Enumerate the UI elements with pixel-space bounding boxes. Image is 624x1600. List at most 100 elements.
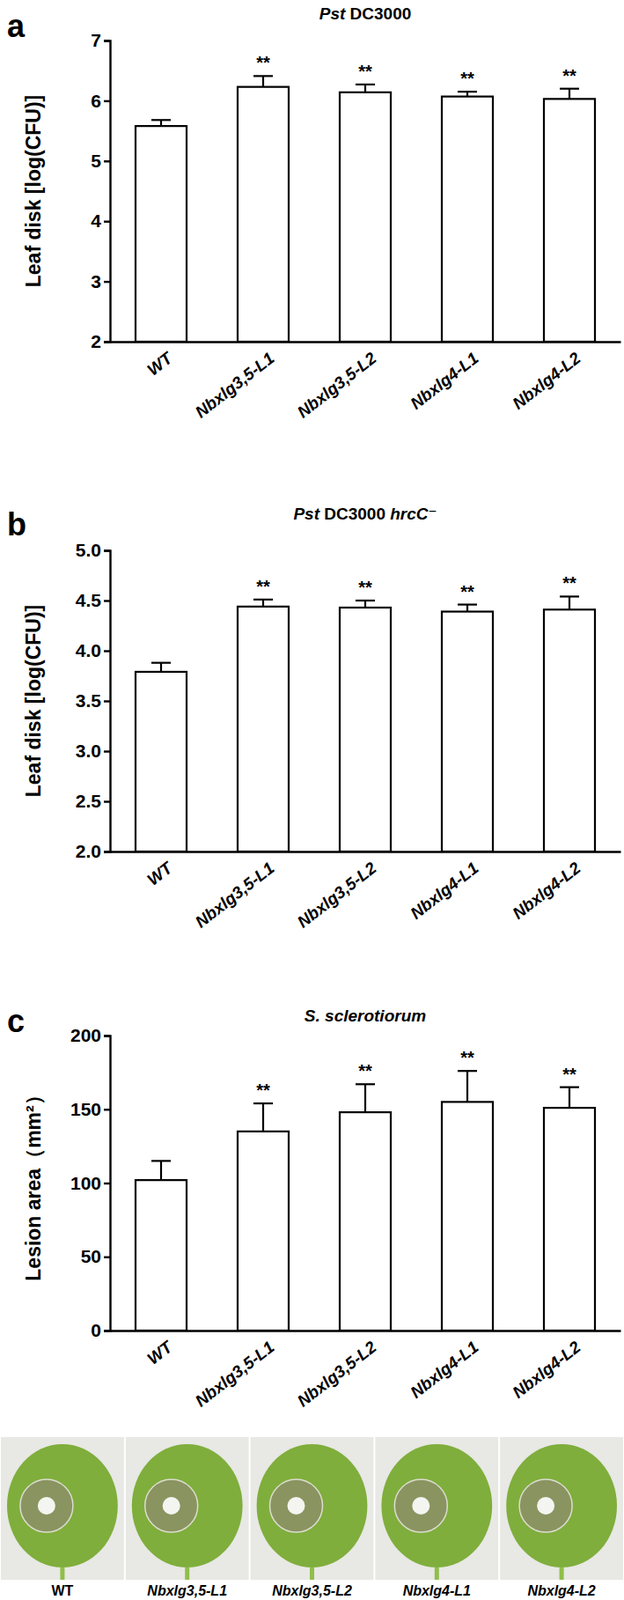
chart-title: Pst DC3000 hrcC⁻: [293, 504, 437, 523]
x-tick-label: Nbxlg3,5-L1: [191, 348, 279, 422]
photo-background: [499, 1436, 624, 1579]
y-tick-label: 5.0: [75, 539, 102, 560]
error-bar-stem: [262, 599, 265, 607]
error-bar-stem: [364, 84, 367, 93]
lesion: [394, 1478, 448, 1532]
bar: [339, 92, 391, 342]
error-bar-stem: [262, 1102, 265, 1131]
y-tick-mark: [103, 1255, 111, 1258]
photo-background: [125, 1436, 250, 1579]
x-tick: Nbxlg4-L2: [508, 341, 585, 413]
y-tick-label: 2.5: [75, 790, 103, 811]
error-bar-cap: [457, 90, 478, 93]
photo-background: [0, 1436, 125, 1579]
y-tick-mark: [103, 549, 111, 551]
y-axis: 234567: [90, 29, 111, 352]
x-axis-line: [110, 340, 622, 343]
x-tick: Nbxlg3,5-L2: [293, 1329, 381, 1410]
y-tick: 2.0: [75, 840, 111, 861]
bar: [135, 671, 187, 852]
y-axis-title: Lesion area（mm²）: [22, 1084, 45, 1280]
plot-area: [135, 75, 595, 342]
leaf-photo: [499, 1436, 624, 1579]
error-bar-cap: [559, 88, 580, 90]
lesion: [20, 1478, 74, 1532]
photo-label: Nbxlg4-L2: [527, 1582, 595, 1598]
y-tick-mark: [103, 100, 111, 103]
significance-label: **: [358, 577, 373, 597]
y-axis-line: [103, 41, 111, 343]
y-tick-label: 0: [90, 1319, 102, 1340]
x-tick-label: WT: [143, 1336, 177, 1368]
error-bar: [559, 88, 580, 100]
error-bar: [253, 599, 273, 607]
y-tick: 5.0: [75, 539, 111, 560]
y-tick-mark: [103, 280, 111, 283]
leaf: [506, 1443, 617, 1567]
error-bar-cap: [559, 594, 580, 597]
x-tick: Nbxlg4-L2: [508, 851, 585, 923]
y-tick: 0: [90, 1319, 111, 1340]
y-tick: 7: [90, 29, 111, 51]
y-tick-mark: [103, 160, 111, 162]
y-tick-label: 4.5: [75, 589, 103, 610]
error-bar-cap: [355, 1082, 375, 1085]
error-bar-cap: [253, 1101, 273, 1104]
significance-label: **: [358, 61, 373, 81]
error-bar-stem: [160, 662, 162, 672]
significance-label: **: [256, 1079, 271, 1100]
y-tick: 3: [90, 271, 111, 292]
error-bar: [355, 1083, 375, 1112]
y-tick-mark: [103, 1108, 111, 1110]
bar: [135, 1179, 187, 1330]
y-tick-label: 100: [70, 1172, 102, 1193]
error-bar-stem: [262, 75, 265, 87]
x-tick-label: Nbxlg3,5-L1: [191, 1336, 279, 1410]
bar: [135, 125, 187, 342]
y-tick: 4.5: [75, 589, 111, 610]
y-axis-title: Leaf disk [log(CFU)]: [22, 95, 45, 288]
significance-label: **: [358, 1060, 373, 1080]
y-axis: 050100150200: [70, 1024, 111, 1340]
y-tick: 3.5: [75, 690, 111, 711]
error-bar-cap: [253, 598, 273, 601]
x-axis: WTNbxlg3,5-L1Nbxlg3,5-L2Nbxlg4-L1Nbxlg4-…: [110, 1329, 622, 1410]
error-bar-stem: [568, 595, 571, 610]
x-tick-label: Nbxlg4-L1: [406, 348, 482, 413]
x-tick-label: Nbxlg4-L1: [406, 1336, 482, 1402]
y-tick-label: 7: [90, 29, 102, 51]
error-bar-stem: [568, 88, 571, 100]
y-tick: 2.5: [75, 790, 111, 811]
bar: [543, 609, 595, 852]
figure: aPst DC3000********234567WTNbxlg3,5-L1Nb…: [0, 0, 624, 1600]
error-bar: [253, 75, 273, 87]
x-tick: Nbxlg4-L1: [406, 341, 482, 413]
y-tick: 4.0: [75, 639, 111, 661]
panel-label: a: [7, 7, 26, 45]
error-bar-stem: [466, 1070, 469, 1102]
y-tick-label: 50: [80, 1245, 102, 1266]
y-tick-label: 3: [90, 271, 102, 292]
bar: [339, 1111, 391, 1330]
leaf-photo: [125, 1436, 250, 1579]
y-tick: 200: [70, 1024, 111, 1045]
bar: [237, 87, 289, 342]
leaf-photo: [0, 1436, 125, 1579]
x-tick-label: Nbxlg4-L2: [508, 858, 585, 923]
significance-label: **: [562, 1064, 577, 1084]
error-bar-cap: [457, 602, 478, 605]
significance-label: **: [562, 66, 577, 86]
error-bar: [559, 1086, 580, 1108]
bar: [441, 1101, 493, 1330]
y-tick-label: 3.0: [75, 740, 102, 761]
error-bar: [457, 1070, 478, 1102]
x-tick: Nbxlg3,5-L1: [191, 1329, 279, 1410]
y-tick-mark: [103, 749, 111, 752]
x-tick: WT: [143, 1329, 177, 1368]
panel-label: b: [7, 506, 27, 543]
bar: [237, 1130, 289, 1330]
significance-label: **: [460, 581, 475, 602]
error-bar-cap: [151, 661, 171, 664]
leaf-stem: [59, 1566, 65, 1579]
x-tick: Nbxlg4-L1: [406, 851, 482, 923]
